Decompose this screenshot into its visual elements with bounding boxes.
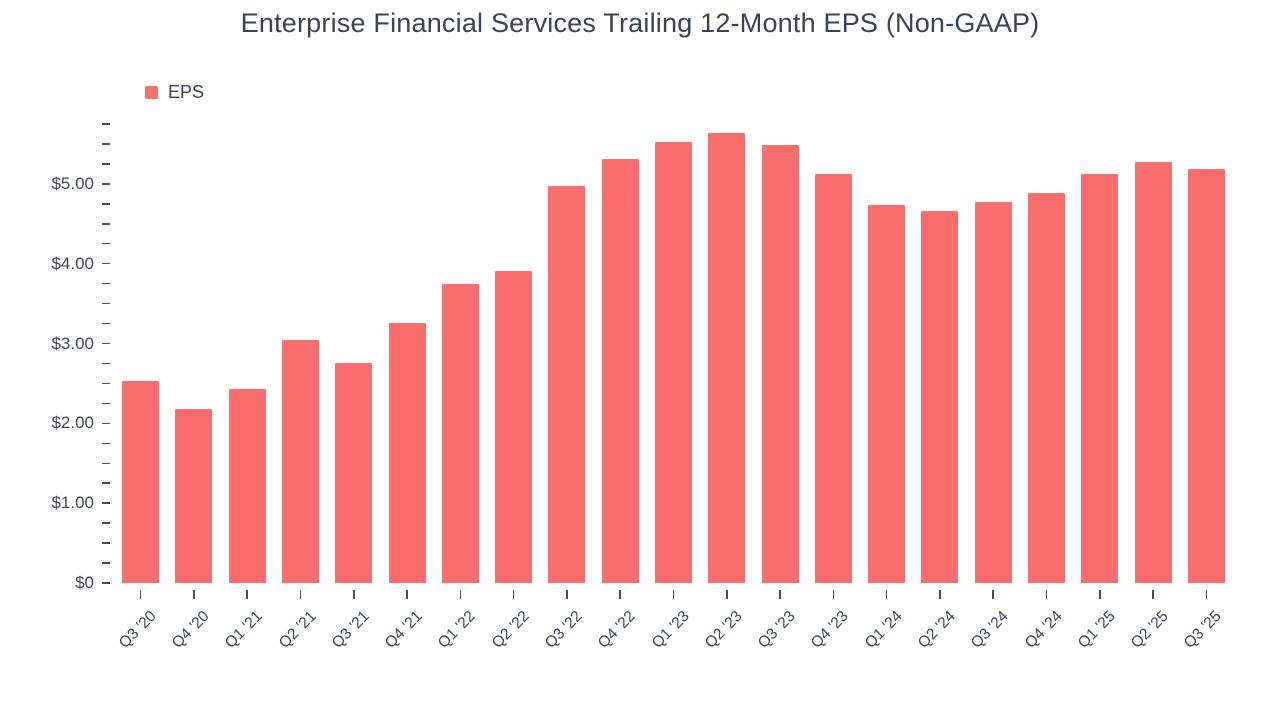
x-axis-label: Q4 '20 [168, 607, 213, 652]
y-axis-tick [102, 422, 110, 425]
y-axis-tick [102, 163, 110, 165]
x-axis-label: Q2 '25 [1127, 607, 1172, 652]
y-axis-tick [102, 183, 110, 185]
y-axis-tick [102, 382, 110, 385]
x-axis-tick [299, 590, 302, 599]
y-axis-tick [102, 282, 110, 285]
bar [548, 186, 586, 583]
y-axis-tick [102, 203, 110, 205]
x-axis-label: Q2 '23 [701, 607, 746, 652]
x-axis-label: Q2 '24 [914, 607, 959, 652]
bar [282, 339, 319, 583]
y-axis-label: $4.00 [51, 253, 94, 273]
y-axis-tick [102, 562, 110, 564]
bar [921, 211, 959, 583]
y-axis-tick [102, 262, 110, 265]
bar [868, 204, 906, 583]
x-axis-tick [885, 590, 888, 599]
y-axis-tick [102, 522, 110, 524]
x-axis-tick [566, 590, 568, 599]
x-axis-tick [939, 590, 941, 599]
y-axis: $0 $1.00 $2.00 $3.00 $4.00 $5.00 [0, 123, 114, 592]
bar [388, 322, 426, 583]
y-axis-tick [102, 302, 110, 305]
y-axis-tick [102, 143, 110, 145]
y-axis-label: $2.00 [51, 413, 94, 433]
x-axis: Q3 '20 Q4 '20 Q1 '21 Q2 '21 Q3 '21 Q4 '21 Q1 '… [114, 583, 1233, 720]
x-axis-tick [832, 590, 835, 599]
x-axis-tick [779, 590, 781, 599]
bar [814, 173, 852, 583]
x-axis-tick [1099, 590, 1101, 599]
y-axis-tick [102, 482, 110, 484]
y-axis-tick [102, 542, 110, 544]
x-axis-tick [1205, 590, 1208, 599]
legend[interactable]: EPS [145, 82, 204, 103]
bar [601, 159, 639, 583]
x-axis-label: Q1 '25 [1074, 607, 1119, 652]
x-axis-tick [246, 590, 248, 599]
y-axis-tick [102, 582, 110, 584]
legend-swatch-icon [145, 86, 158, 99]
bar [974, 202, 1012, 583]
x-axis-label: Q4 '21 [381, 607, 426, 652]
x-axis-tick [353, 590, 355, 599]
bar [708, 132, 746, 583]
chart-title: Enterprise Financial Services Trailing 1… [240, 8, 1040, 38]
bar [175, 408, 213, 583]
y-axis-label: $0 [75, 573, 94, 592]
y-axis-tick [102, 362, 110, 365]
y-axis-label: $1.00 [51, 493, 94, 513]
y-axis-tick [102, 502, 110, 504]
y-axis-tick [102, 123, 110, 125]
x-axis-label: Q3 '23 [754, 607, 799, 652]
bar [335, 362, 373, 583]
bar [495, 270, 533, 583]
bar [1028, 193, 1065, 583]
x-axis-tick [619, 590, 621, 599]
bar [655, 141, 692, 583]
bar [228, 389, 266, 583]
y-axis-tick [102, 322, 110, 325]
x-axis-tick [406, 590, 408, 599]
bar [441, 283, 479, 583]
x-axis-tick [992, 590, 994, 599]
plot-area [114, 124, 1233, 583]
x-axis-tick [1152, 590, 1154, 599]
y-axis-tick [102, 242, 110, 245]
x-axis-tick [139, 590, 142, 599]
y-axis-tick [102, 402, 110, 405]
y-axis-tick [102, 442, 110, 445]
bar [1187, 168, 1225, 583]
x-axis-tick [672, 590, 675, 599]
x-axis-tick [193, 590, 195, 599]
x-axis-label: Q3 '20 [115, 607, 160, 652]
y-axis-tick [102, 223, 110, 225]
bar [122, 381, 160, 583]
x-axis-tick [512, 590, 515, 599]
bar [761, 144, 799, 583]
y-axis-tick [102, 342, 110, 345]
x-axis-label: Q3 '21 [328, 607, 373, 652]
x-axis-tick [459, 590, 462, 599]
bar [1081, 173, 1119, 583]
x-axis-tick [1045, 590, 1048, 599]
x-axis-label: Q3 '22 [541, 607, 586, 652]
y-axis-tick [102, 462, 110, 464]
legend-label: EPS [168, 82, 205, 102]
y-axis-label: $3.00 [51, 333, 94, 353]
bar [1134, 161, 1172, 583]
y-axis-label: $5.00 [51, 173, 94, 193]
x-axis-tick [726, 590, 728, 599]
